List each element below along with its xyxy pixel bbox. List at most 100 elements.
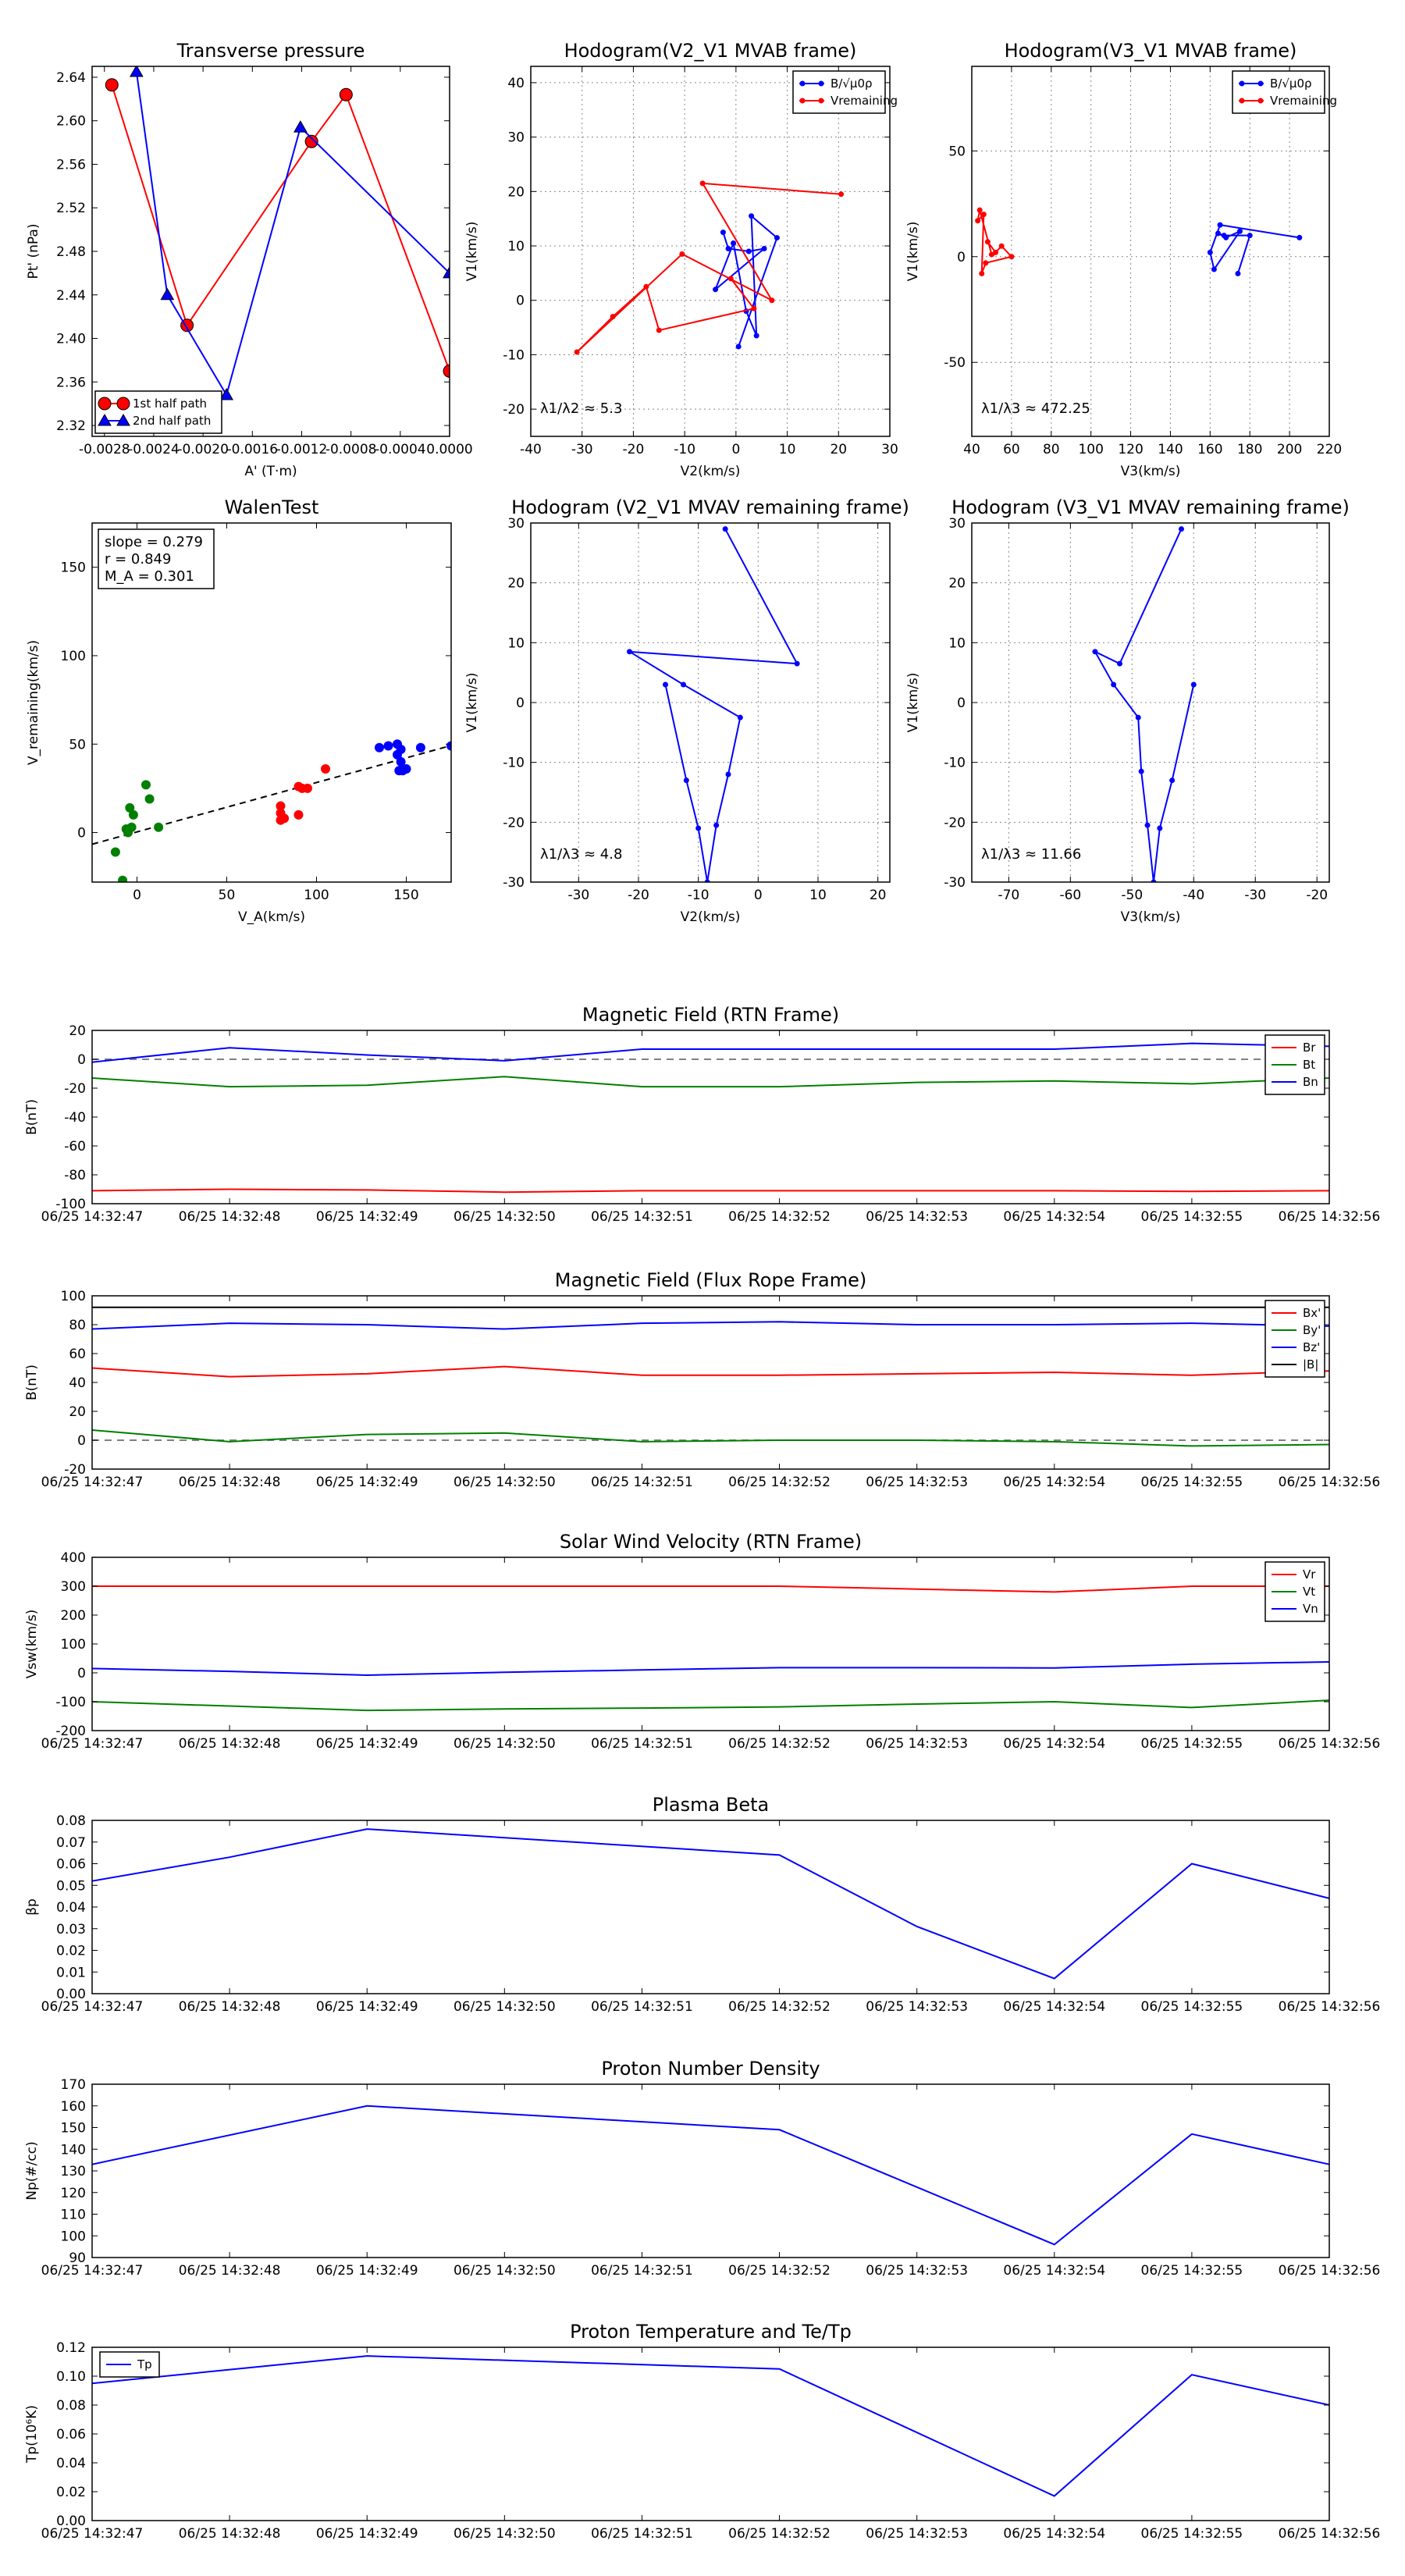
x-tick-label: 06/25 14:32:51 xyxy=(591,2526,693,2542)
data-point xyxy=(141,780,151,790)
y-tick-label: -30 xyxy=(944,875,966,891)
data-point xyxy=(731,240,737,247)
x-tick-label: 06/25 14:32:47 xyxy=(41,1475,144,1490)
data-point xyxy=(769,297,775,304)
x-tick-label: 06/25 14:32:55 xyxy=(1141,2263,1243,2279)
x-tick-label: 06/25 14:32:55 xyxy=(1141,1999,1243,2015)
data-point xyxy=(656,327,662,333)
y-tick-label: -100 xyxy=(55,1695,86,1710)
y-axis-label: V1(km/s) xyxy=(464,673,480,733)
chart-title: Magnetic Field (Flux Rope Frame) xyxy=(555,1269,866,1291)
y-tick-label: -80 xyxy=(64,1168,86,1183)
x-axis-label: V2(km/s) xyxy=(681,464,741,479)
chart-10: 06/25 14:32:47 06/25 14:32:48 06/25 14:32:… xyxy=(24,1794,1380,2015)
plot-frame xyxy=(530,66,891,437)
plot-area xyxy=(975,207,1303,276)
eigen-ratio-annotation: λ1/λ3 ≈ 4.8 xyxy=(540,846,622,863)
data-point xyxy=(643,283,649,290)
plot-frame xyxy=(971,66,1330,437)
x-tick-label: 06/25 14:32:53 xyxy=(866,1999,968,2015)
legend: Br Bt Bn xyxy=(1264,1034,1325,1095)
y-tick-label: 0.02 xyxy=(56,2485,86,2500)
x-tick-label: 06/25 14:32:55 xyxy=(1141,1209,1243,1225)
y-tick-label: -20 xyxy=(64,1462,86,1478)
series-line-Vremaining xyxy=(976,209,1013,274)
legend-label: Vn xyxy=(1303,1602,1318,1616)
x-tick-label: 06/25 14:32:54 xyxy=(1003,1209,1105,1225)
x-tick-label: 06/25 14:32:53 xyxy=(866,2263,968,2279)
data-point xyxy=(105,78,119,92)
legend: 1st half path 2nd half path xyxy=(94,390,222,434)
x-tick-label: -0.0016 xyxy=(226,442,278,457)
x-tick-label: 06/25 14:32:47 xyxy=(41,1999,144,2015)
plot-frame xyxy=(91,66,450,437)
plot-area xyxy=(1092,526,1197,882)
data-point xyxy=(761,246,767,252)
y-tick-label: 90 xyxy=(69,2250,86,2266)
y-tick-label: 50 xyxy=(948,144,966,159)
x-tick-label: -20 xyxy=(628,888,649,903)
series-line-B/√μ0ρ xyxy=(714,214,778,347)
chart-2: -40 -30 -20 -10 0 10 20 30 -20 -10 0 10 20 30 40 Hodogr… xyxy=(464,40,898,479)
x-tick-label: 06/25 14:32:52 xyxy=(728,1475,831,1490)
chart-11: 06/25 14:32:47 06/25 14:32:48 06/25 14:32:… xyxy=(24,2058,1380,2279)
series-line-Np xyxy=(91,2105,1330,2246)
stats-box-frame xyxy=(98,528,215,589)
legend: B/√μ0ρ Vremaining xyxy=(792,70,898,114)
series-line-Vt xyxy=(91,1699,1330,1712)
series-line-Bt xyxy=(91,1076,1330,1088)
x-tick-label: 06/25 14:32:50 xyxy=(454,2263,556,2279)
data-point xyxy=(383,741,393,751)
y-tick-label: 300 xyxy=(61,1579,86,1595)
x-tick-label: 06/25 14:32:48 xyxy=(179,1736,281,1752)
legend-label: 2nd half path xyxy=(133,414,211,428)
x-tick-label: 06/25 14:32:52 xyxy=(728,1999,831,2015)
data-point xyxy=(1135,714,1141,720)
data-point xyxy=(303,783,312,793)
y-tick-label: 2.32 xyxy=(56,418,86,434)
legend-marker xyxy=(98,413,112,426)
legend-marker xyxy=(799,80,806,87)
legend-label: Vremaining xyxy=(831,94,898,108)
y-tick-label: 0 xyxy=(77,1433,86,1449)
data-point xyxy=(704,879,710,882)
plot-frame xyxy=(91,1557,1330,1731)
y-tick-label: 0.10 xyxy=(56,2369,86,2385)
x-tick-label: -0.0028 xyxy=(79,442,130,457)
series-line-beta xyxy=(91,1828,1330,1980)
data-point xyxy=(980,212,987,218)
y-axis-label: V1(km/s) xyxy=(905,222,921,282)
data-point xyxy=(129,66,144,77)
data-point xyxy=(276,815,286,825)
legend: Tp xyxy=(99,2351,160,2378)
y-tick-label: -20 xyxy=(64,1081,86,1097)
x-tick-label: -60 xyxy=(1059,888,1081,903)
x-tick-label: 06/25 14:32:56 xyxy=(1279,1999,1381,2015)
legend-label: B/√μ0ρ xyxy=(1270,76,1312,91)
data-point xyxy=(393,749,402,760)
legend: B/√μ0ρ Vremaining xyxy=(1232,70,1337,114)
chart-1: -0.0028-0.0024-0.0020-0.0016-0.0012-0.00… xyxy=(26,40,473,479)
x-tick-label: 06/25 14:32:52 xyxy=(728,2526,831,2542)
y-tick-label: 2.36 xyxy=(56,375,86,390)
x-tick-label: 120 xyxy=(1118,442,1143,457)
x-tick-label: 06/25 14:32:48 xyxy=(179,1999,281,2015)
x-tick-label: 0 xyxy=(731,442,740,457)
x-tick-label: 06/25 14:32:53 xyxy=(866,2526,968,2542)
x-tick-label: 06/25 14:32:48 xyxy=(179,1209,281,1225)
y-axis-label: βp xyxy=(24,1898,40,1916)
y-tick-label: 40 xyxy=(69,1375,86,1391)
x-tick-label: -40 xyxy=(520,442,542,457)
x-tick-label: 06/25 14:32:52 xyxy=(728,1736,831,1752)
legend-marker xyxy=(1239,80,1245,87)
data-point xyxy=(695,825,702,831)
data-point xyxy=(1215,230,1222,237)
x-tick-label: 06/25 14:32:51 xyxy=(591,1999,693,2015)
x-tick-label: 06/25 14:32:52 xyxy=(728,2263,831,2279)
chart-title: Magnetic Field (RTN Frame) xyxy=(582,1004,839,1026)
legend-frame xyxy=(94,390,222,434)
y-tick-label: 0.04 xyxy=(56,1900,86,1916)
y-axis-label: V1(km/s) xyxy=(464,222,480,282)
data-point xyxy=(627,649,632,655)
